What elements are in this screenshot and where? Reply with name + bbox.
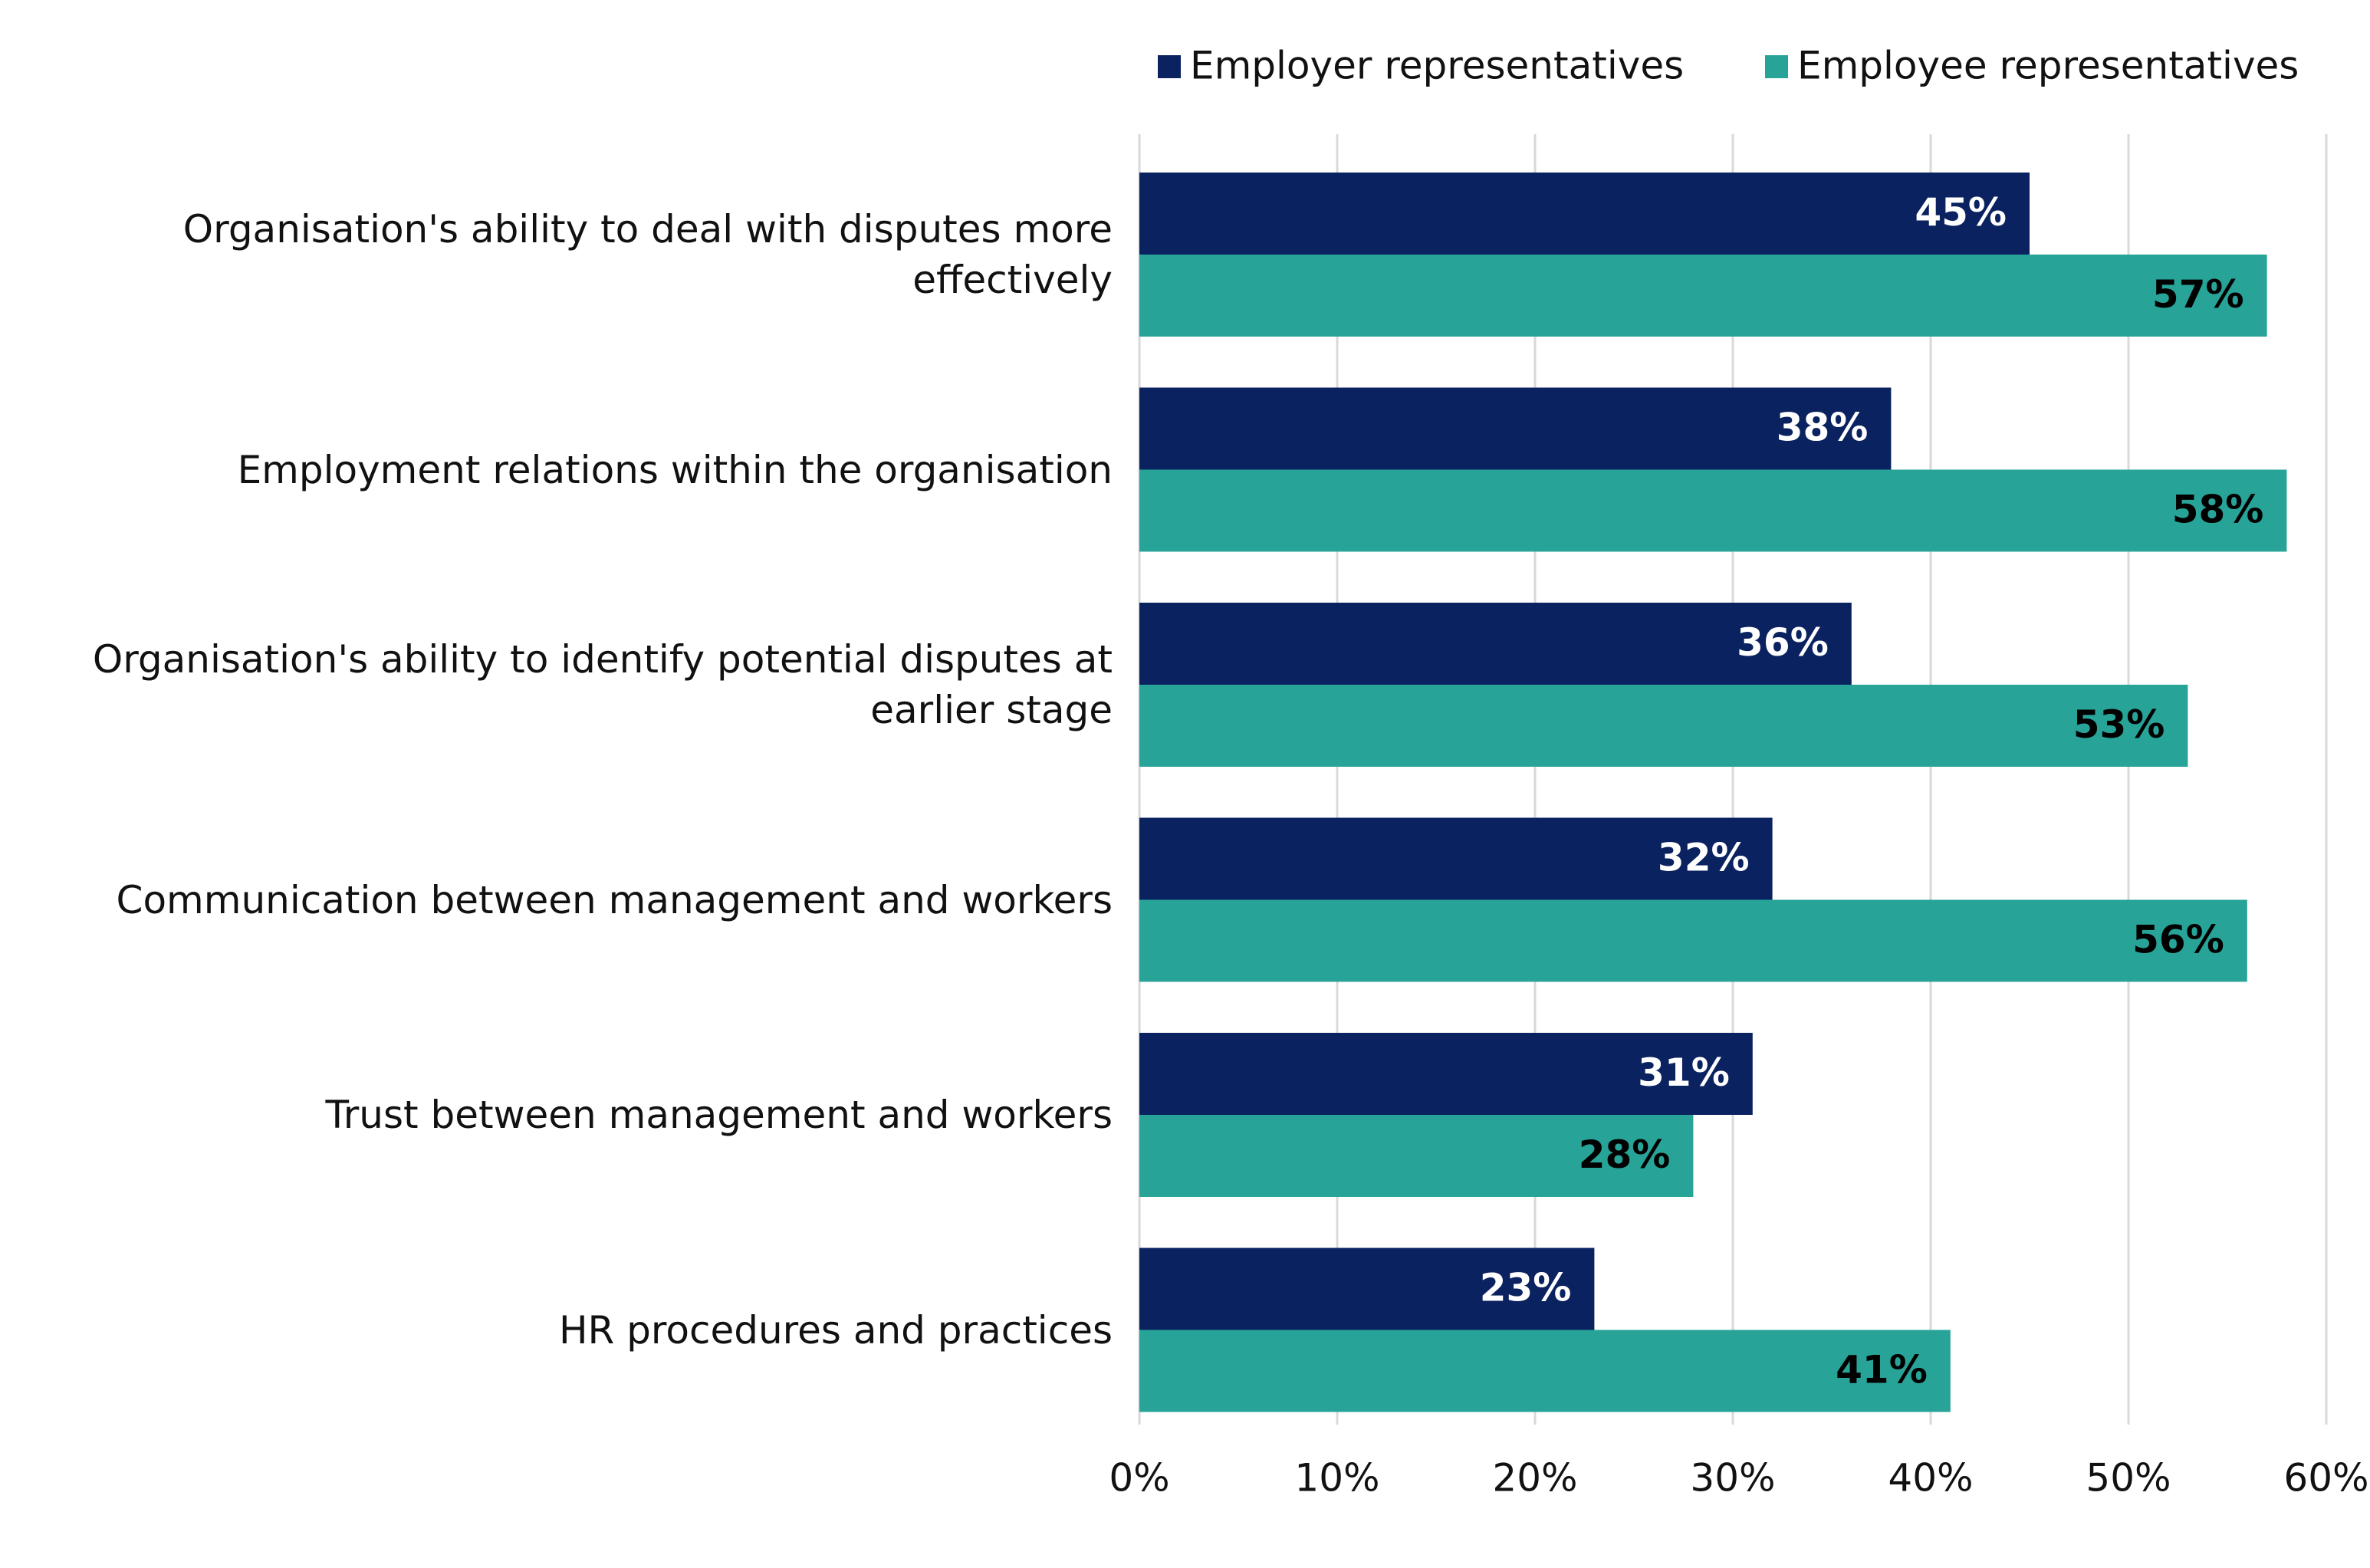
bar — [1139, 1330, 1951, 1412]
value-label: 38% — [1777, 406, 1869, 450]
x-tick-label: 60% — [2283, 1456, 2368, 1501]
value-label: 45% — [1915, 190, 2007, 235]
value-label: 31% — [1638, 1050, 1730, 1095]
value-label: 58% — [2172, 488, 2264, 532]
x-tick-label: 20% — [1492, 1456, 1577, 1501]
category-label: Organisation's ability to identify poten… — [92, 637, 1113, 732]
bar — [1139, 817, 1773, 900]
x-tick-label: 10% — [1294, 1456, 1379, 1501]
value-label: 28% — [1579, 1132, 1671, 1177]
value-label: 41% — [1836, 1348, 1928, 1392]
category-label: Communication between management and wor… — [116, 877, 1113, 922]
value-label: 23% — [1480, 1266, 1572, 1310]
legend-swatch — [1158, 55, 1181, 78]
bar — [1139, 469, 2287, 552]
category-label: Employment relations within the organisa… — [237, 447, 1113, 492]
bar — [1139, 387, 1892, 470]
bar — [1139, 685, 2188, 767]
value-label: 32% — [1658, 836, 1750, 880]
legend-swatch — [1765, 55, 1788, 78]
legend-label: Employee representatives — [1797, 44, 2299, 88]
x-tick-label: 40% — [1888, 1456, 1973, 1501]
category-label: Organisation's ability to deal with disp… — [182, 207, 1113, 302]
category-label: Trust between management and workers — [325, 1093, 1113, 1137]
bar — [1139, 1247, 1595, 1330]
value-label: 57% — [2152, 272, 2244, 317]
category-label: HR procedures and practices — [558, 1307, 1113, 1353]
value-label: 56% — [2132, 918, 2224, 962]
bar — [1139, 255, 2267, 337]
x-tick-label: 0% — [1109, 1456, 1169, 1501]
x-tick-label: 50% — [2086, 1456, 2171, 1501]
bar — [1139, 1033, 1753, 1115]
bar — [1139, 173, 2030, 255]
bar — [1139, 603, 1852, 685]
x-tick-label: 30% — [1690, 1456, 1775, 1501]
legend-label: Employer representatives — [1190, 44, 1684, 88]
value-label: 53% — [2073, 702, 2165, 747]
bar — [1139, 899, 2247, 982]
bar — [1139, 1115, 1694, 1197]
value-label: 36% — [1737, 620, 1829, 665]
